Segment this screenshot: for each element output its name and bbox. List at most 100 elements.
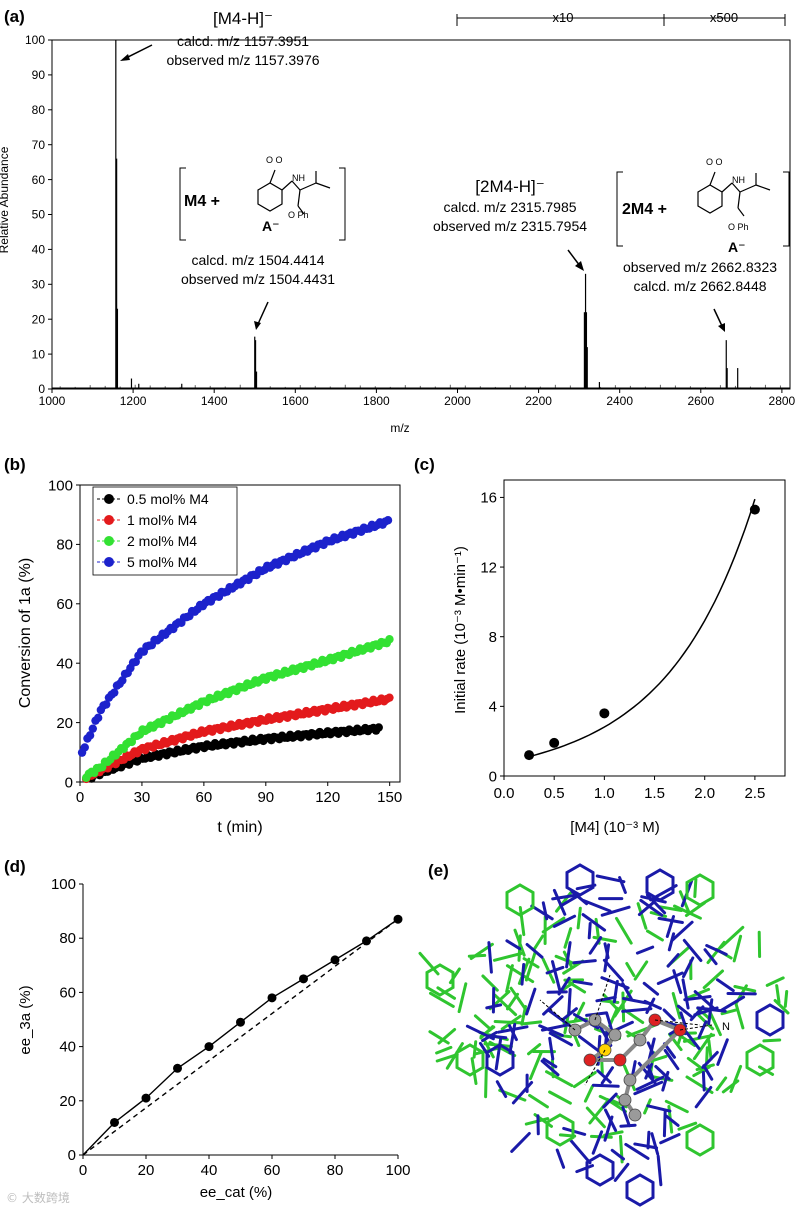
- x-tick-label: 1800: [363, 394, 390, 408]
- panel-e-label: (e): [428, 861, 449, 880]
- panel-a-label: (a): [4, 7, 25, 26]
- ee-point: [173, 1064, 182, 1073]
- y-tick-label: 60: [32, 173, 46, 187]
- y-tick-label: 60: [56, 596, 73, 613]
- blue-molecule-bond: [497, 1082, 505, 1097]
- legend-label: 0.5 mol% M4: [127, 491, 209, 507]
- substrate-atom: [619, 1094, 631, 1106]
- scale-label-x10: x10: [553, 10, 574, 25]
- green-molecule-bond: [704, 971, 722, 988]
- conversion-point: [384, 516, 392, 524]
- panel-e: (e) N: [420, 861, 788, 1205]
- x-tick-label: 0.0: [494, 785, 515, 802]
- panel-c-data: [524, 499, 760, 760]
- green-molecule-bond: [550, 1092, 571, 1103]
- y-tick-label: 40: [32, 243, 46, 257]
- x-tick-label: 1.0: [594, 785, 615, 802]
- x-tick-label: 2000: [444, 394, 471, 408]
- peak3-ion: [2M4-H]⁻: [475, 177, 544, 196]
- substrate-atom: [584, 1054, 596, 1066]
- atom-label-n: N: [722, 1021, 730, 1033]
- structure-2-ph: O Ph: [728, 222, 749, 232]
- panel-b-ylabel: Conversion of 1a (%): [17, 558, 34, 708]
- substrate-atom: [614, 1054, 626, 1066]
- green-molecule-bond: [495, 1022, 521, 1023]
- conversion-point: [385, 635, 393, 643]
- blue-phenyl-ring: [757, 1005, 783, 1035]
- blue-molecule-bond: [683, 980, 688, 1008]
- rate-point: [599, 708, 609, 718]
- green-molecule-bond: [534, 936, 542, 949]
- blue-molecule-bond: [718, 1040, 728, 1065]
- panel-a-xlabel: m/z: [390, 421, 409, 435]
- blue-molecule-bond: [553, 962, 560, 990]
- blue-molecule-bond: [557, 1150, 563, 1167]
- green-molecule-bond: [648, 931, 663, 940]
- x-tick-label: 2.0: [694, 785, 715, 802]
- conversion-point: [385, 693, 393, 701]
- blue-molecule-bond: [584, 901, 610, 911]
- blue-molecule-bond: [532, 906, 552, 919]
- legend-label: 2 mol% M4: [127, 533, 197, 549]
- peak3-observed: observed m/z 2315.7954: [433, 218, 587, 234]
- blue-molecule-bond: [672, 922, 692, 940]
- green-molecule-bond: [695, 879, 696, 896]
- green-molecule-bond: [486, 1068, 487, 1097]
- ee-point: [142, 1094, 151, 1103]
- y-tick-label: 70: [32, 138, 46, 152]
- structure-2-so2: O O: [706, 157, 723, 167]
- linear-reference-line: [83, 919, 398, 1155]
- panel-d-ylabel: ee_3a (%): [17, 985, 34, 1054]
- green-molecule-bond: [522, 1007, 526, 1025]
- rate-point: [750, 505, 760, 515]
- green-molecule-bond: [764, 1040, 780, 1041]
- y-tick-label: 60: [59, 984, 76, 1001]
- plot-frame: [504, 480, 785, 776]
- panel-d-data: [83, 915, 403, 1155]
- x-tick-label: 150: [377, 789, 402, 806]
- panel-c-ylabel: Initial rate (10⁻³ M•min⁻¹): [452, 546, 469, 714]
- green-phenyl-ring: [457, 1045, 483, 1075]
- blue-molecule-bond: [699, 1022, 706, 1038]
- structure-2-nh: NH: [732, 175, 745, 185]
- blue-molecule-bond: [593, 1132, 601, 1153]
- y-tick-label: 40: [56, 655, 73, 672]
- blue-molecule-bond: [512, 1134, 530, 1152]
- blue-molecule-bond: [574, 981, 591, 984]
- green-molecule-bond: [635, 962, 647, 979]
- y-tick-label: 40: [59, 1039, 76, 1056]
- blue-molecule-bond: [668, 955, 678, 967]
- panel-d-xlabel: ee_cat (%): [200, 1184, 273, 1201]
- substrate-atom: [624, 1074, 636, 1086]
- panel-c-xlabel: [M4] (10⁻³ M): [570, 819, 660, 836]
- blue-molecule-bond: [659, 918, 682, 922]
- watermark: © 大数跨境: [6, 1189, 70, 1206]
- peak2-anion: A⁻: [262, 218, 280, 234]
- legend-label: 5 mol% M4: [127, 554, 197, 570]
- blue-molecule-bond: [637, 947, 652, 953]
- green-phenyl-ring: [687, 1125, 713, 1155]
- green-molecule-bond: [709, 1040, 711, 1059]
- panel-b-label: (b): [4, 455, 26, 474]
- conversion-point: [89, 724, 97, 732]
- green-molecule-bond: [710, 1013, 720, 1035]
- legend-marker: [104, 536, 114, 546]
- conversion-point: [81, 743, 89, 751]
- green-molecule-bond: [627, 964, 634, 976]
- x-tick-label: 1400: [201, 394, 228, 408]
- panel-c-label: (c): [414, 455, 435, 474]
- green-molecule-bond: [494, 953, 521, 960]
- y-tick-label: 0: [489, 768, 497, 785]
- peak2-arrow: [258, 302, 268, 324]
- peak2-arrowhead: [254, 321, 261, 330]
- molecular-model: [420, 865, 788, 1205]
- fit-curve: [529, 499, 755, 756]
- y-tick-label: 100: [51, 876, 76, 893]
- ee-point: [299, 974, 308, 983]
- structure-1-so2: O O: [266, 155, 283, 165]
- x-tick-label: 2600: [687, 394, 714, 408]
- substrate-atom: [634, 1034, 646, 1046]
- plot-frame: [52, 40, 790, 389]
